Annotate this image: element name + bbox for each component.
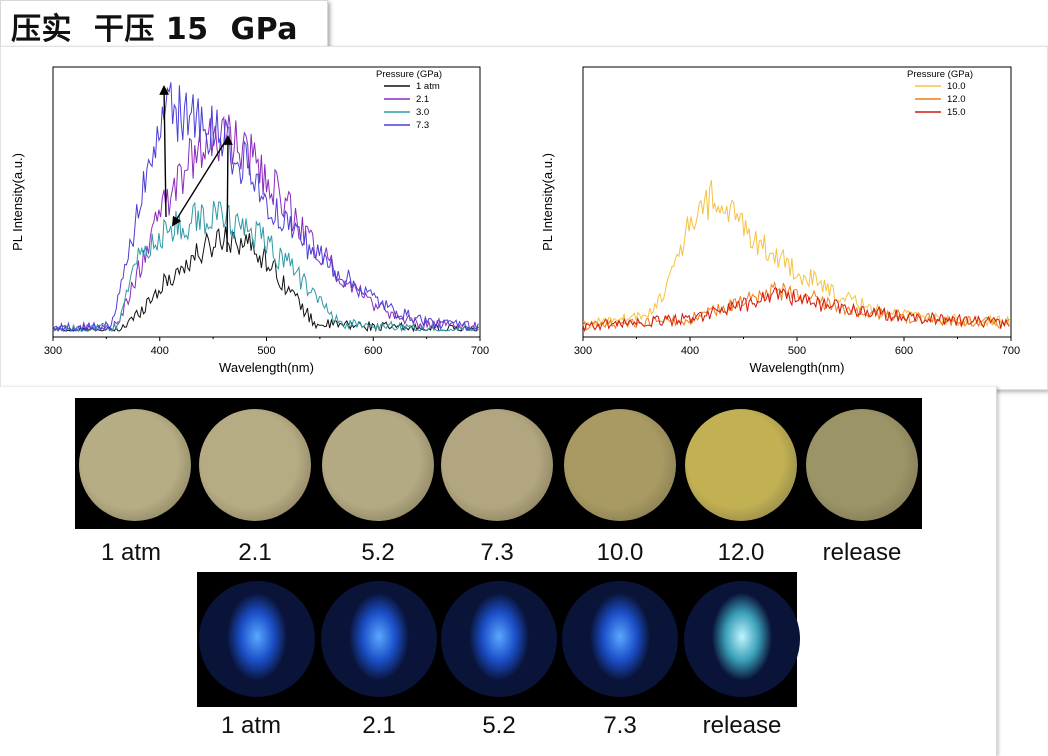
arrow-annotation [159, 85, 170, 218]
x-tick-label: 700 [471, 345, 489, 357]
x-tick-label: 600 [895, 345, 913, 357]
series-line [582, 280, 1010, 331]
arrow-annotation [223, 135, 233, 253]
pl-emission-image [199, 581, 315, 697]
series-line [52, 82, 479, 333]
x-tick-label: 400 [681, 345, 699, 357]
optical-micrograph [564, 409, 676, 521]
chart-panel: 300 400 500 600 700 Wavelength(nm) PL Intensit… [0, 46, 1048, 390]
x-tick-label: 500 [788, 345, 806, 357]
series-line [52, 200, 479, 333]
series-line [582, 287, 1010, 333]
optical-caption: 2.1 [238, 539, 272, 566]
x-axis-label: Wavelength(nm) [219, 360, 314, 375]
optical-micrograph [199, 409, 311, 521]
pl-caption: 1 atm [220, 712, 282, 739]
x-tick-label: 700 [1002, 345, 1020, 357]
page-title: 压实 干压 15 GPa [11, 12, 299, 47]
photo-panel: 1 atm 2.1 5.2 7.3 10.0 12.0 release 1 atm 2.1 5.… [0, 387, 997, 756]
y-axis-label: PL Intensity(a.u.) [540, 153, 555, 251]
pl-emission-image [441, 581, 557, 697]
x-axis-label: Wavelength(nm) [750, 360, 845, 375]
pl-emission-image [562, 581, 678, 697]
optical-caption: 5.2 [361, 539, 395, 566]
optical-micrograph [806, 409, 918, 521]
legend-label: 15.0 [947, 107, 966, 118]
x-tick-label: 600 [364, 345, 382, 357]
pl-emission-image [321, 581, 437, 697]
series-line [582, 180, 1010, 330]
pl-charts: 300 400 500 600 700 Wavelength(nm) PL Intensit… [10, 66, 1020, 375]
series-line [52, 114, 479, 333]
optical-caption: 1 atm [100, 539, 162, 566]
legend-label: 2.1 [416, 94, 429, 105]
legend-label: 10.0 [947, 81, 966, 92]
legend-title: Pressure (GPa) [376, 69, 442, 80]
title-box: 压实 干压 15 GPa [0, 0, 328, 48]
x-tick-label: 400 [151, 345, 169, 357]
pl-caption: 7.3 [603, 712, 637, 739]
pl-caption: release [702, 712, 782, 739]
legend-label: 12.0 [947, 94, 966, 105]
optical-caption: release [822, 539, 902, 566]
optical-caption: 10.0 [596, 539, 644, 566]
legend-label: 3.0 [416, 107, 429, 118]
legend-label: 7.3 [416, 120, 429, 131]
optical-micrograph [322, 409, 434, 521]
legend-label: 1 atm [416, 81, 440, 92]
pl-emission-image [684, 581, 800, 697]
legend-title: Pressure (GPa) [907, 69, 973, 80]
pl-caption: 5.2 [482, 712, 516, 739]
optical-micrograph [441, 409, 553, 521]
optical-micrograph [685, 409, 797, 521]
x-tick-label: 300 [574, 345, 592, 357]
x-tick-label: 500 [257, 345, 275, 357]
optical-micrograph [79, 409, 191, 521]
x-tick-label: 300 [44, 345, 62, 357]
y-axis-label: PL Intensity(a.u.) [10, 153, 25, 251]
pl-caption: 2.1 [362, 712, 396, 739]
arrow-annotation [171, 136, 229, 227]
series-line [52, 226, 479, 333]
optical-caption: 12.0 [717, 539, 765, 566]
optical-caption: 7.3 [480, 539, 514, 566]
